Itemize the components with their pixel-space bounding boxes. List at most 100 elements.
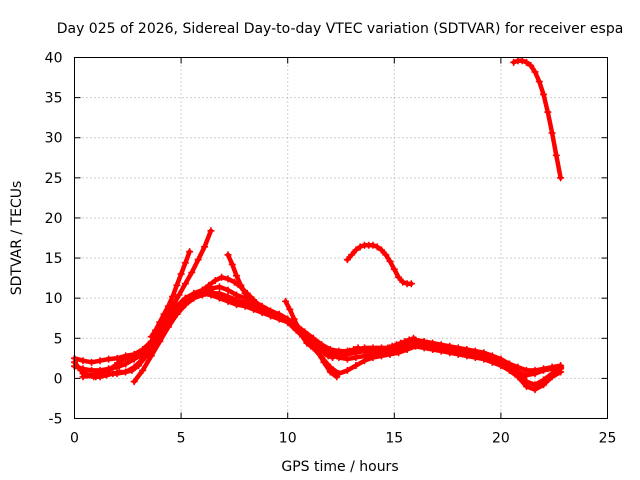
- y-tick-label: 20: [45, 211, 63, 227]
- data-point: [85, 371, 93, 379]
- data-point: [375, 347, 383, 355]
- data-point: [540, 366, 548, 374]
- data-point: [134, 362, 142, 370]
- data-point: [420, 337, 428, 345]
- data-point: [420, 344, 428, 352]
- data-point: [105, 355, 113, 363]
- data-point: [258, 304, 266, 312]
- data-point: [390, 265, 398, 273]
- data-point: [373, 243, 381, 251]
- data-point: [328, 354, 336, 362]
- data-point: [215, 289, 223, 297]
- data-point: [407, 280, 415, 288]
- data-point: [382, 251, 390, 259]
- data-point: [250, 297, 258, 305]
- data-point: [369, 241, 377, 249]
- data-point: [557, 365, 565, 373]
- y-tick-label: 10: [45, 291, 63, 307]
- data-point: [115, 368, 123, 376]
- data-point: [535, 78, 543, 86]
- data-point: [130, 378, 138, 386]
- data-point: [262, 307, 270, 315]
- x-tick-label: 0: [70, 431, 79, 447]
- data-point: [105, 366, 113, 374]
- data-point: [437, 347, 445, 355]
- data-point: [324, 352, 332, 360]
- data-point: [299, 333, 307, 341]
- data-point: [205, 281, 213, 289]
- data-point: [290, 315, 298, 323]
- data-point: [540, 90, 548, 98]
- data-point: [471, 354, 479, 362]
- data-point: [181, 259, 189, 267]
- data-point: [446, 342, 454, 350]
- data-point: [397, 339, 405, 347]
- data-point: [488, 352, 496, 360]
- data-point: [522, 371, 530, 379]
- data-point: [128, 366, 136, 374]
- data-point: [480, 355, 488, 363]
- data-point: [395, 349, 403, 357]
- data-point: [160, 310, 168, 318]
- x-tick-label: 15: [385, 431, 403, 447]
- data-point: [98, 371, 106, 379]
- y-tick-label: 40: [45, 51, 63, 67]
- data-point: [201, 243, 209, 251]
- data-point: [343, 256, 351, 264]
- data-point: [358, 346, 366, 354]
- data-point: [548, 129, 556, 137]
- data-point: [215, 283, 223, 291]
- y-tick-label: -5: [49, 412, 63, 428]
- data-point: [294, 325, 302, 333]
- y-tick-label: 35: [45, 91, 63, 107]
- data-point: [454, 344, 462, 352]
- data-point: [409, 334, 417, 342]
- data-point: [122, 360, 130, 368]
- data-point: [505, 366, 513, 374]
- data-point: [282, 315, 290, 323]
- data-point: [392, 341, 400, 349]
- data-point: [518, 57, 526, 65]
- data-point: [117, 357, 125, 365]
- data-point: [143, 344, 151, 352]
- data-point: [326, 368, 334, 376]
- data-point: [531, 68, 539, 76]
- chart-title: Day 025 of 2026, Sidereal Day-to-day VTE…: [57, 21, 624, 37]
- data-point: [548, 370, 556, 378]
- data-point: [307, 342, 315, 350]
- data-point: [188, 268, 196, 276]
- data-point: [211, 277, 219, 285]
- data-point: [437, 341, 445, 349]
- data-point: [147, 352, 155, 360]
- data-point: [169, 293, 177, 301]
- data-point: [218, 273, 226, 281]
- x-axis-label: GPS time / hours: [281, 459, 398, 475]
- data-point: [156, 318, 164, 326]
- plot-frame: [74, 57, 608, 419]
- data-point: [380, 346, 388, 354]
- data-point: [79, 370, 87, 378]
- data-point: [360, 357, 368, 365]
- data-point: [233, 291, 241, 299]
- data-point: [326, 346, 334, 354]
- data-point: [352, 362, 360, 370]
- data-point: [269, 309, 277, 317]
- data-point: [505, 360, 513, 368]
- data-point: [429, 339, 437, 347]
- data-point: [471, 347, 479, 355]
- data-point: [352, 354, 360, 362]
- data-point: [275, 312, 283, 320]
- data-point: [510, 58, 518, 66]
- data-point: [192, 291, 200, 299]
- data-point: [557, 174, 565, 182]
- data-point: [124, 354, 132, 362]
- data-point: [463, 352, 471, 360]
- x-tick-label: 5: [177, 431, 186, 447]
- data-point: [316, 346, 324, 354]
- data-point: [497, 355, 505, 363]
- series-trace: [225, 252, 269, 314]
- data-point: [454, 350, 462, 358]
- data-point: [552, 151, 560, 159]
- data-point: [224, 251, 232, 259]
